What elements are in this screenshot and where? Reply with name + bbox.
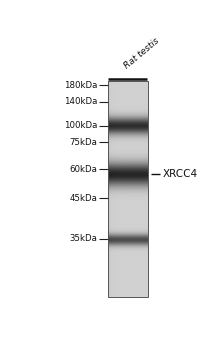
Text: 35kDa: 35kDa: [69, 234, 97, 243]
Text: XRCC4: XRCC4: [163, 169, 198, 179]
Text: 100kDa: 100kDa: [64, 121, 97, 130]
Text: 140kDa: 140kDa: [64, 97, 97, 106]
Text: 45kDa: 45kDa: [69, 194, 97, 203]
Text: 180kDa: 180kDa: [64, 80, 97, 90]
Text: 75kDa: 75kDa: [69, 138, 97, 147]
Text: 60kDa: 60kDa: [69, 165, 97, 174]
Text: Rat testis: Rat testis: [122, 36, 160, 70]
Bar: [108, 81, 148, 297]
